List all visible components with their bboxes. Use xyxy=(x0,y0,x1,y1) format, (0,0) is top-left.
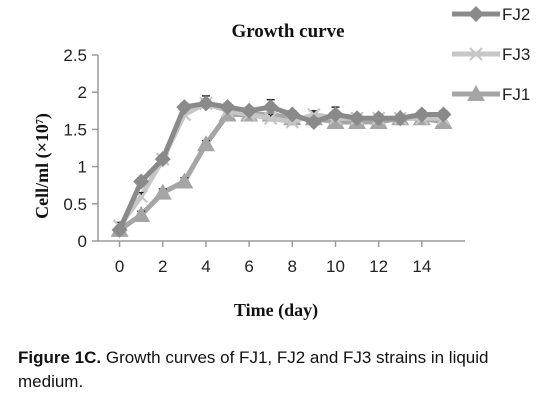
y-tick-label: 1 xyxy=(78,158,87,177)
series-fj2-point xyxy=(284,106,301,123)
x-tick-label: 12 xyxy=(369,257,388,276)
y-ticks: 0 0.5 1 1.5 2 2.5 xyxy=(63,46,98,251)
x-tick-label: 14 xyxy=(412,257,431,276)
y-axis-title-close: ) xyxy=(32,113,53,119)
y-tick-label: 0 xyxy=(78,232,87,251)
series-fj1-point xyxy=(196,135,215,152)
x-tick-label: 8 xyxy=(288,257,297,276)
y-axis-title-main: Cell/ml (×10 xyxy=(32,124,53,219)
series-fj2 xyxy=(111,95,452,238)
x-tick-label: 6 xyxy=(244,257,253,276)
series-layer xyxy=(110,95,453,238)
series-fj2-point xyxy=(176,99,193,116)
legend-item-fj2: FJ2 xyxy=(452,5,530,24)
series-fj2-point xyxy=(241,102,258,119)
series-fj2-point xyxy=(349,110,366,127)
legend-marker-fj3 xyxy=(469,47,483,61)
legend-marker-fj1 xyxy=(467,85,485,101)
x-ticks: 0 2 4 6 8 10 12 14 xyxy=(115,241,431,276)
series-fj2-point xyxy=(392,110,409,127)
legend-label-fj2: FJ2 xyxy=(502,5,530,24)
series-fj1-point xyxy=(175,172,194,189)
series-fj1-point xyxy=(153,183,172,200)
x-tick-label: 2 xyxy=(158,257,167,276)
chart-legend: FJ2 FJ3 FJ1 xyxy=(452,5,530,104)
series-fj2-point xyxy=(219,99,236,116)
legend-item-fj1: FJ1 xyxy=(452,85,530,104)
y-tick-label: 0.5 xyxy=(63,195,87,214)
y-tick-label: 2.5 xyxy=(63,46,87,65)
series-fj2-point xyxy=(133,173,150,190)
series-fj3-point xyxy=(263,111,278,126)
plot-axes xyxy=(97,55,465,242)
series-fj2-line xyxy=(117,100,444,231)
chart-title: Growth curve xyxy=(231,21,344,42)
legend-marker-fj2 xyxy=(468,6,484,22)
caption-text: Growth curves of FJ1, FJ2 and FJ3 strain… xyxy=(18,348,489,391)
series-fj2-point xyxy=(370,110,387,127)
y-tick-label: 2 xyxy=(78,83,87,102)
y-tick-label: 1.5 xyxy=(63,120,87,139)
x-tick-label: 4 xyxy=(201,257,210,276)
x-tick-label: 0 xyxy=(115,257,124,276)
legend-label-fj3: FJ3 xyxy=(502,45,530,64)
series-fj2-point xyxy=(413,106,430,123)
series-fj2-point xyxy=(111,221,128,238)
series-fj2-point xyxy=(435,106,452,123)
figure-caption: Figure 1C. Growth curves of FJ1, FJ2 and… xyxy=(18,346,533,394)
x-tick-label: 10 xyxy=(326,257,345,276)
series-fj2-point xyxy=(327,106,344,123)
series-fj1-line xyxy=(118,112,444,232)
series-fj2-point xyxy=(262,99,279,116)
x-axis-title: Time (day) xyxy=(234,300,318,321)
series-fj1-point xyxy=(132,205,151,222)
y-axis-title: Cell/ml (×107) xyxy=(32,113,53,219)
legend-label-fj1: FJ1 xyxy=(502,85,530,104)
series-fj2-point xyxy=(305,113,322,130)
series-fj2-point xyxy=(154,151,171,168)
legend-item-fj3: FJ3 xyxy=(452,45,530,64)
series-fj2-point xyxy=(197,95,214,112)
caption-label: Figure 1C. xyxy=(18,348,102,367)
y-axis-title-exponent: 7 xyxy=(35,119,46,124)
